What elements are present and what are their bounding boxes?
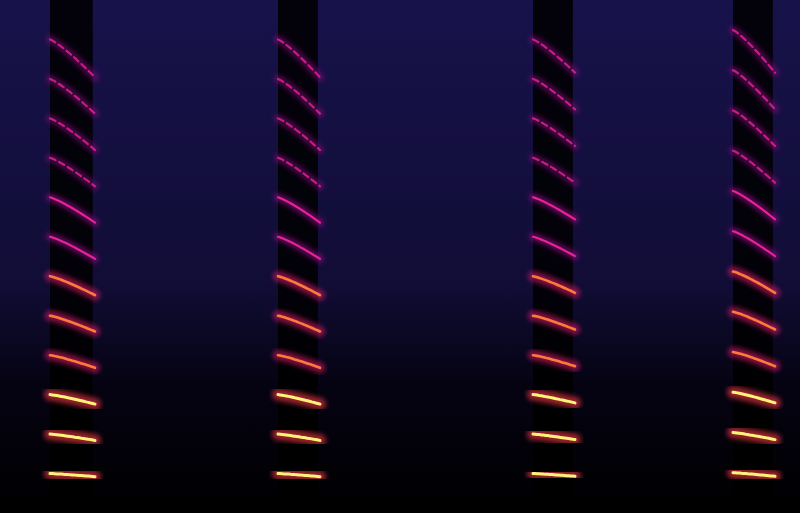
harmonic-glow — [533, 434, 575, 440]
background — [0, 0, 800, 513]
harmonic — [278, 395, 320, 405]
harmonic-glow — [50, 237, 95, 259]
harmonic — [50, 434, 95, 440]
harmonic — [278, 118, 320, 150]
harmonic — [533, 474, 575, 477]
harmonic — [533, 237, 575, 256]
harmonic-glow — [533, 158, 575, 183]
harmonic — [733, 111, 775, 147]
harmonic-glow — [50, 434, 95, 440]
harmonic — [50, 158, 95, 187]
harmonic — [533, 40, 575, 73]
harmonic — [278, 316, 320, 332]
harmonic — [50, 237, 95, 259]
harmonic-glow — [50, 118, 95, 150]
harmonic-glow — [733, 473, 775, 477]
harmonic-glow — [50, 395, 95, 405]
harmonic-glow — [533, 316, 575, 330]
harmonic — [278, 474, 320, 477]
harmonic-glow — [533, 474, 575, 477]
harmonic-glow — [533, 276, 575, 293]
harmonic-glow — [733, 151, 775, 183]
harmonic — [733, 392, 775, 403]
harmonic-glow — [733, 392, 775, 403]
harmonic-glow — [50, 276, 95, 295]
harmonic-glow — [50, 355, 95, 368]
harmonic-glow — [533, 355, 575, 366]
harmonic-glow — [278, 474, 320, 477]
harmonic-glow — [733, 191, 775, 219]
harmonic-glow — [50, 40, 95, 78]
harmonic — [533, 158, 575, 183]
harmonic-glow — [278, 118, 320, 150]
harmonic — [733, 151, 775, 183]
harmonic — [733, 433, 775, 440]
harmonic-glow — [50, 158, 95, 187]
plot-area — [50, 0, 775, 513]
harmonic-glow — [733, 272, 775, 293]
harmonic-glow — [50, 197, 95, 222]
harmonic-glow — [733, 312, 775, 330]
harmonic-glow — [733, 70, 775, 109]
harmonic-glow — [278, 237, 320, 259]
spectrogram — [0, 0, 800, 513]
harmonic-glow — [733, 111, 775, 147]
harmonic — [278, 40, 320, 78]
harmonic-glow — [278, 395, 320, 405]
harmonic — [533, 197, 575, 219]
harmonic-glow — [533, 40, 575, 73]
harmonic — [50, 316, 95, 332]
harmonic — [733, 272, 775, 293]
harmonic — [278, 237, 320, 259]
harmonic — [733, 191, 775, 219]
harmonic-glow — [278, 434, 320, 440]
harmonic — [733, 231, 775, 256]
harmonic — [533, 395, 575, 403]
harmonic — [278, 355, 320, 368]
harmonic — [733, 352, 775, 366]
harmonic — [533, 316, 575, 330]
harmonic-glow — [533, 237, 575, 256]
harmonic — [533, 355, 575, 366]
harmonic — [733, 473, 775, 477]
harmonic-glow — [278, 276, 320, 295]
harmonic — [50, 40, 95, 78]
harmonic-glow — [278, 355, 320, 368]
harmonic — [278, 434, 320, 440]
harmonic — [733, 30, 775, 73]
harmonic — [50, 276, 95, 295]
harmonic — [50, 79, 95, 114]
harmonic-glow — [50, 474, 95, 477]
harmonic — [50, 395, 95, 405]
harmonic-glow — [278, 316, 320, 332]
harmonic-glow — [278, 197, 320, 222]
harmonic-glow — [50, 79, 95, 114]
harmonic — [50, 474, 95, 477]
harmonic-glow — [733, 433, 775, 440]
harmonic-glow — [533, 118, 575, 146]
harmonic — [733, 312, 775, 330]
harmonic-glow — [50, 316, 95, 332]
harmonic-glow — [278, 79, 320, 114]
harmonic-glow — [733, 231, 775, 256]
harmonic — [50, 355, 95, 368]
harmonic — [278, 197, 320, 222]
harmonic — [278, 158, 320, 187]
harmonic — [533, 276, 575, 293]
harmonic-glow — [278, 158, 320, 187]
harmonic-glow — [733, 352, 775, 366]
harmonic — [733, 70, 775, 109]
harmonic — [50, 118, 95, 150]
harmonic — [278, 79, 320, 114]
harmonic-glow — [733, 30, 775, 73]
harmonic-glow — [533, 79, 575, 109]
harmonic-glow — [278, 40, 320, 78]
harmonic — [533, 118, 575, 146]
harmonic — [50, 197, 95, 222]
harmonic — [533, 79, 575, 109]
harmonic — [533, 434, 575, 440]
harmonic-glow — [533, 395, 575, 403]
harmonic-glow — [533, 197, 575, 219]
harmonic — [278, 276, 320, 295]
